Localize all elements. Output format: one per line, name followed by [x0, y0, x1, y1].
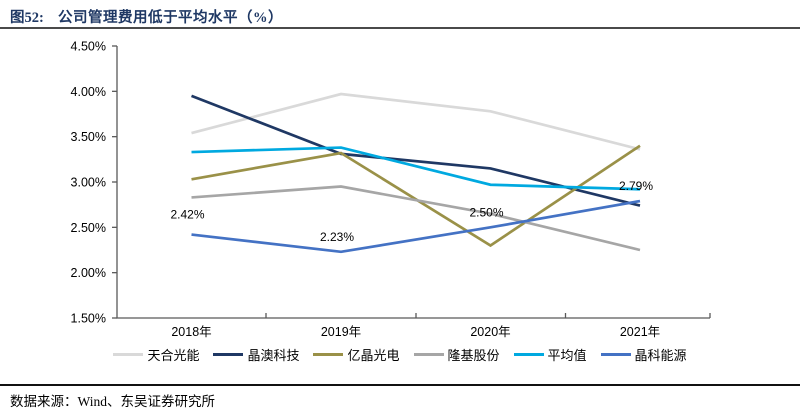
data-point-label: 2.42% — [170, 208, 204, 222]
legend-swatch — [313, 352, 344, 356]
figure-title: 公司管理费用低于平均水平（%） — [58, 10, 283, 26]
figure-label: 图52: — [10, 10, 44, 26]
legend-label: 天合光能 — [147, 347, 200, 363]
y-axis-tick-label: 3.50% — [71, 130, 106, 144]
line-chart-svg: 4.50% 4.00% 3.50% 3.00% 2.50% 2.00% 1.50% 2018年… — [71, 40, 711, 339]
legend-label: 平均值 — [547, 347, 587, 363]
series-line-4 — [191, 146, 641, 191]
series-line-5 — [191, 199, 641, 254]
legend-item-4: 平均值 — [513, 345, 587, 364]
y-axis-tick-label: 3.00% — [71, 176, 106, 190]
x-axis-tick-label: 2021年 — [620, 325, 660, 339]
y-axis-tick-label: 1.50% — [71, 312, 106, 326]
data-point-label: 2.50% — [469, 205, 503, 219]
legend-label: 亿晶光电 — [347, 347, 400, 363]
y-axis-tick-label: 2.00% — [71, 266, 106, 280]
chart-area: 4.50% 4.00% 3.50% 3.00% 2.50% 2.00% 1.50% 2018年… — [0, 34, 800, 346]
legend-swatch — [113, 352, 144, 356]
legend-item-3: 隆基股份 — [413, 345, 500, 364]
legend-swatch — [413, 352, 444, 356]
legend-label: 隆基股份 — [447, 347, 500, 363]
legend-item-1: 晶澳科技 — [213, 345, 299, 364]
chart-legend: 天合光能 晶澳科技 亿晶光电 隆基股份 平均值 晶科能源 — [0, 344, 800, 364]
legend-swatch — [213, 352, 244, 356]
y-axis-tick-label: 2.50% — [71, 221, 106, 235]
legend-item-2: 亿晶光电 — [313, 345, 400, 364]
x-axis-tick-label: 2020年 — [470, 325, 510, 339]
y-axis-tick-label: 4.00% — [71, 85, 106, 99]
legend-swatch — [600, 352, 631, 356]
legend-item-0: 天合光能 — [113, 345, 199, 364]
figure-header: 图52: 公司管理费用低于平均水平（%） — [0, 0, 800, 29]
legend-label: 晶澳科技 — [247, 347, 300, 363]
legend-swatch — [513, 352, 544, 356]
x-axis-tick-label: 2019年 — [321, 325, 361, 339]
data-point-label: 2.23% — [320, 230, 354, 244]
series-line-0 — [191, 92, 641, 151]
x-axis-tick-label: 2018年 — [171, 325, 211, 339]
y-axis-tick-label: 4.50% — [71, 40, 106, 54]
legend-label: 晶科能源 — [634, 347, 687, 363]
data-point-label: 2.79% — [619, 179, 653, 193]
legend-item-5: 晶科能源 — [600, 345, 687, 364]
footer-divider — [0, 384, 800, 386]
series-line-3 — [191, 185, 641, 252]
data-source: 数据来源：Wind、东吴证券研究所 — [10, 394, 215, 409]
